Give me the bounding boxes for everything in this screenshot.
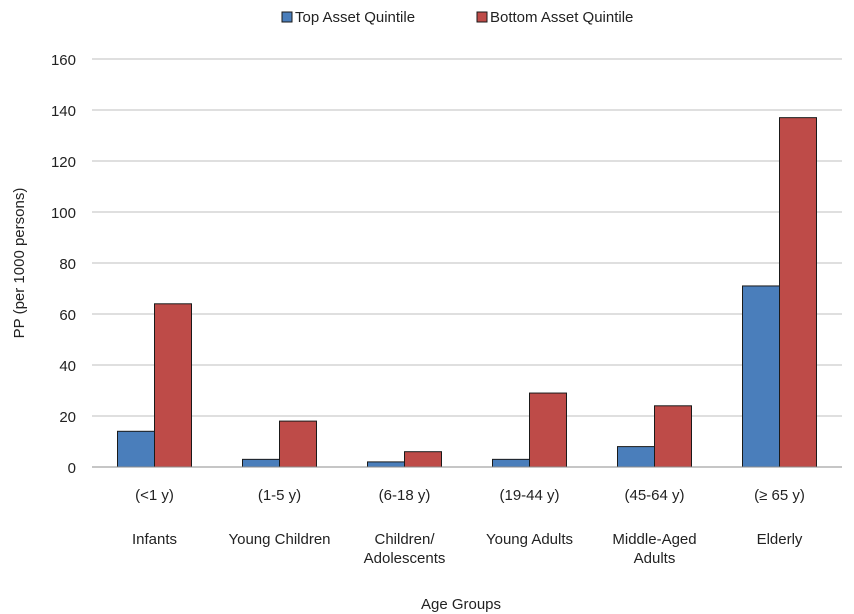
x-tick-group-label: Children/	[374, 531, 435, 548]
bar-bottom-quintile	[529, 392, 567, 468]
x-axis-ticks: (<1 y) Infants (1-5 y) Young Children (6-18 …	[132, 487, 805, 567]
legend-label: Top Asset Quintile	[295, 9, 415, 26]
legend: Top Asset Quintile Bottom Asset Quintile	[281, 9, 633, 26]
legend-label: Bottom Asset Quintile	[490, 9, 633, 26]
y-tick-label: 0	[68, 460, 76, 477]
legend-swatch	[281, 11, 293, 23]
y-axis-label: PP (per 1000 persons)	[11, 188, 28, 339]
bar-bottom-quintile	[654, 405, 692, 468]
y-tick-label: 20	[59, 409, 76, 426]
bar-top-quintile	[242, 458, 280, 468]
y-tick-label: 60	[59, 307, 76, 324]
bar-top-quintile	[492, 458, 530, 468]
x-tick-range-label: (1-5 y)	[258, 487, 301, 504]
x-tick-group-label: Middle-Aged	[612, 531, 696, 548]
bars	[117, 117, 817, 468]
x-tick-range-label: (19-44 y)	[499, 487, 559, 504]
bar-bottom-quintile	[154, 303, 192, 468]
bar-top-quintile	[617, 446, 655, 468]
x-axis-label: Age Groups	[421, 596, 501, 613]
y-tick-label: 160	[51, 52, 76, 69]
bar-top-quintile	[742, 285, 780, 468]
y-tick-label: 80	[59, 256, 76, 273]
x-tick-group-label: Young Adults	[486, 531, 573, 548]
x-tick-range-label: (<1 y)	[135, 487, 174, 504]
x-tick-group-label: Elderly	[757, 531, 803, 548]
legend-swatch	[476, 11, 488, 23]
y-tick-label: 140	[51, 103, 76, 120]
x-tick-range-label: (45-64 y)	[624, 487, 684, 504]
y-tick-label: 100	[51, 205, 76, 222]
x-tick-group-label: Young Children	[228, 531, 330, 548]
bar-bottom-quintile	[779, 117, 817, 468]
bar-bottom-quintile	[279, 420, 317, 468]
x-tick-range-label: (≥ 65 y)	[754, 487, 805, 504]
gridlines	[92, 58, 842, 417]
x-tick-range-label: (6-18 y)	[379, 487, 431, 504]
bar-top-quintile	[367, 461, 405, 468]
x-tick-group-label: Adults	[634, 550, 676, 567]
y-tick-label: 120	[51, 154, 76, 171]
y-tick-label: 40	[59, 358, 76, 375]
y-axis-ticks: 0 20 40 60 80 100 120 140 160	[51, 52, 76, 477]
bar-bottom-quintile	[404, 451, 442, 468]
bar-top-quintile	[117, 430, 155, 468]
x-tick-group-label: Adolescents	[364, 550, 446, 567]
x-tick-group-label: Infants	[132, 531, 177, 548]
